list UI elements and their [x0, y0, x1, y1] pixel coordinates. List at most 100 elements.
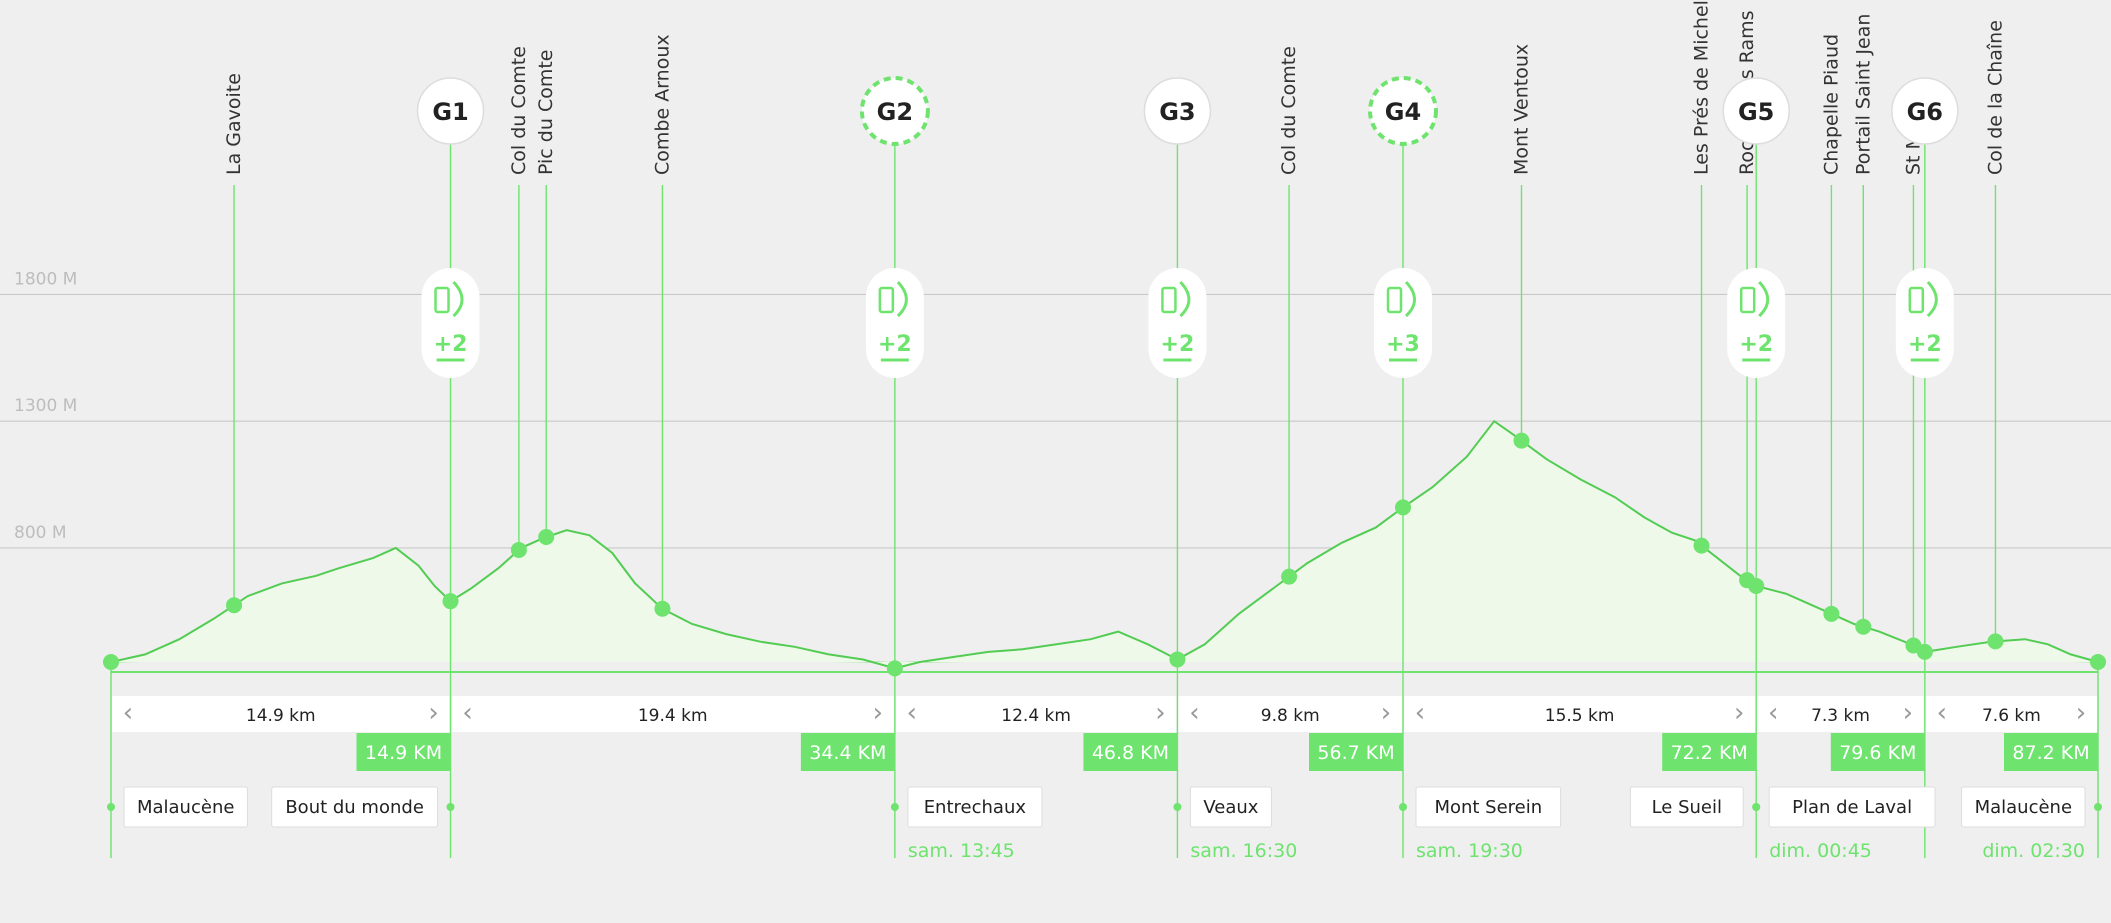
banana-icon: [452, 280, 464, 318]
peak-label: Chapelle Piaud: [1820, 34, 1842, 175]
place-label: Le Sueil: [1652, 797, 1722, 818]
aid-station-dot: [886, 660, 903, 677]
peak-label: Combe Arnoux: [651, 34, 673, 175]
y-tick-label: 1800 M: [14, 269, 77, 289]
banana-icon: [1926, 280, 1938, 318]
aid-station-badge: G5: [1722, 77, 1790, 145]
aid-station-dot: [1748, 577, 1765, 594]
place-dot: [890, 803, 899, 811]
refuel-count: +2: [434, 332, 468, 357]
place-box: [1961, 786, 2086, 828]
gap-bar: [1757, 696, 1924, 732]
place-dot: [1752, 803, 1761, 811]
chevron-left-icon: ‹: [1937, 698, 1947, 728]
place-time: sam. 19:30: [1416, 840, 1523, 862]
chevron-left-icon: ‹: [907, 698, 917, 728]
badge-circle: [1368, 76, 1439, 146]
km-marker-label: 56.7 KM: [1317, 742, 1394, 764]
refuel-count: +2: [1161, 332, 1195, 357]
badge-circle: [416, 77, 485, 145]
aid-station-badge: G3: [1143, 77, 1212, 145]
place-dot: [1399, 803, 1408, 811]
place-box: [1629, 786, 1744, 828]
place-time: sam. 16:30: [1190, 840, 1297, 862]
place-dot: [446, 803, 455, 811]
aid-station-badge: G6: [1891, 77, 1959, 145]
aid-station-badge: G2: [859, 76, 930, 146]
refuel-pill: +2: [1895, 268, 1954, 378]
banana-icon: [1179, 280, 1191, 318]
aid-station-dot: [442, 593, 459, 610]
aid-station-label: G5: [1738, 98, 1774, 126]
km-marker-box: [2004, 733, 2098, 771]
chevron-right-icon: ›: [1381, 698, 1391, 728]
refuel-count: +2: [1908, 332, 1942, 357]
aid-station-label: G3: [1159, 98, 1195, 126]
refuel-count: +2: [878, 332, 912, 357]
place-box: [271, 786, 439, 828]
place-label: Entrechaux: [924, 797, 1027, 818]
chevron-left-icon: ‹: [1415, 698, 1425, 728]
aid-station-badge: G1: [416, 77, 485, 145]
place-label: Mont Serein: [1434, 797, 1542, 818]
aid-station-label: G6: [1907, 98, 1943, 126]
peak-dot: [538, 529, 555, 546]
gap-label: 9.8 km: [1261, 706, 1320, 726]
peak-label: La Gavoite: [223, 73, 245, 175]
place-label: Bout du monde: [285, 797, 424, 818]
gap-bar: [1178, 696, 1403, 732]
place-box: [1189, 786, 1272, 828]
peak-label: Col du Comte: [1278, 46, 1300, 175]
km-marker-box: [1662, 733, 1757, 771]
gap-label: 14.9 km: [246, 706, 316, 726]
refuel-pill: +2: [421, 268, 480, 378]
peak-label: Les Prés de Michel: [1691, 0, 1713, 175]
place-time: dim. 00:45: [1769, 840, 1872, 862]
peak-label: Mont Ventoux: [1510, 44, 1532, 175]
profile-fill: [111, 421, 2098, 669]
peak-dot: [226, 597, 243, 614]
peak-label: Col de la Chaîne: [1984, 20, 2006, 175]
chevron-right-icon: ›: [428, 698, 438, 728]
y-tick-label: 800 M: [14, 523, 67, 543]
km-marker-box: [356, 733, 451, 771]
place-box: [907, 786, 1043, 828]
km-marker-box: [1830, 733, 1925, 771]
cup-icon: [434, 286, 450, 314]
gap-label: 15.5 km: [1545, 706, 1615, 726]
refuel-pill: +2: [1727, 268, 1786, 378]
chevron-left-icon: ‹: [123, 698, 133, 728]
place-label: Plan de Laval: [1792, 797, 1912, 818]
chevron-right-icon: ›: [2076, 698, 2086, 728]
km-marker-label: 46.8 KM: [1092, 742, 1169, 764]
y-tick-label: 1300 M: [14, 396, 77, 416]
peak-dot: [1987, 633, 2004, 650]
km-marker-label: 79.6 KM: [1839, 742, 1916, 764]
peak-label: Col du Comte: [508, 46, 530, 175]
place-dot: [107, 803, 115, 811]
cup-icon: [1908, 286, 1925, 314]
gap-label: 12.4 km: [1001, 706, 1071, 726]
badge-circle: [1891, 77, 1959, 145]
chevron-left-icon: ‹: [1189, 698, 1199, 728]
place-dot: [1173, 803, 1182, 811]
km-marker-box: [1309, 733, 1404, 771]
gap-label: 7.6 km: [1982, 706, 2041, 726]
aid-station-label: G4: [1385, 98, 1421, 126]
refuel-pill: +3: [1374, 268, 1433, 378]
peak-dot: [1513, 432, 1530, 449]
aid-station-dot: [1395, 499, 1412, 516]
peak-dot: [654, 600, 671, 617]
cup-icon: [1386, 286, 1403, 314]
peak-dot: [1281, 568, 1298, 585]
place-label: Veaux: [1203, 797, 1258, 818]
place-dot: [2094, 803, 2102, 811]
refuel-pill: +2: [865, 268, 924, 378]
banana-icon: [896, 280, 908, 318]
chevron-right-icon: ›: [1903, 698, 1913, 728]
km-marker-label: 72.2 KM: [1671, 742, 1748, 764]
gap-label: 7.3 km: [1811, 706, 1870, 726]
peak-dot: [1693, 537, 1710, 554]
